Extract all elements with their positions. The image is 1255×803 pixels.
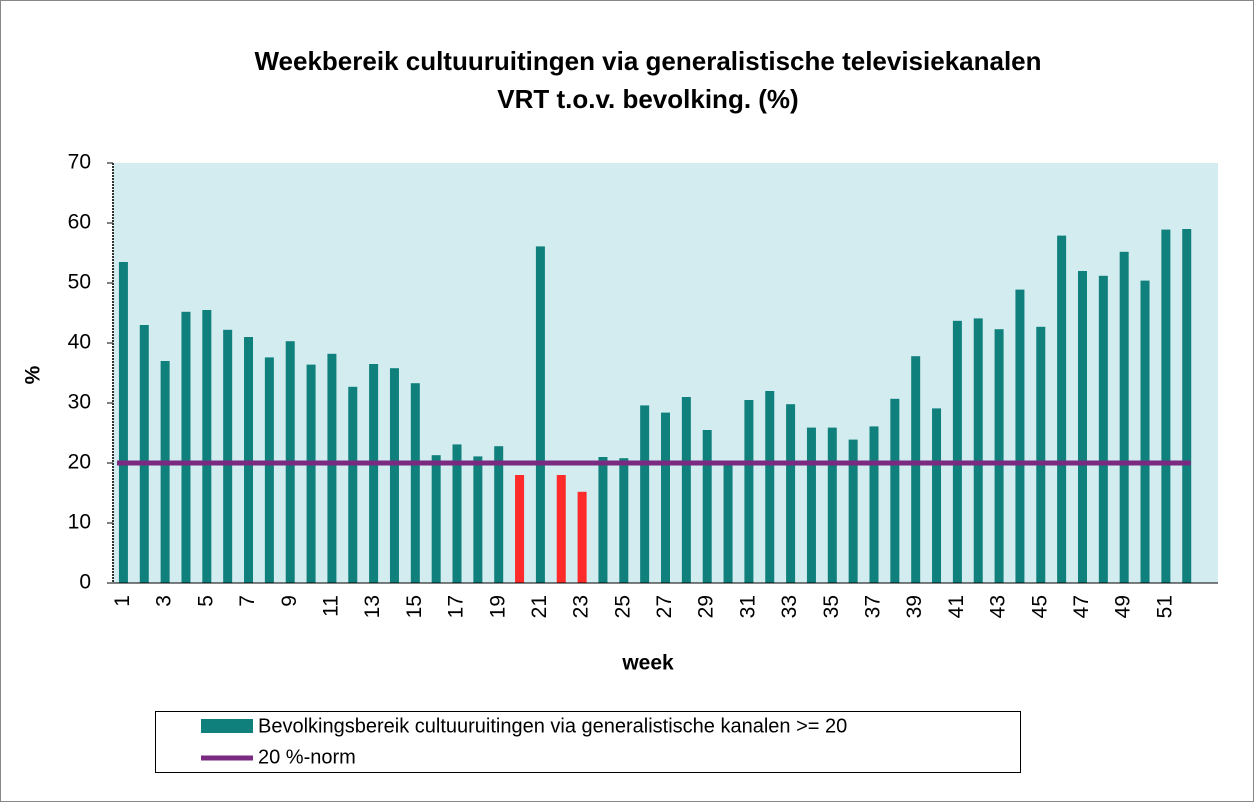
bar — [535, 246, 545, 583]
bar — [952, 320, 962, 583]
bar — [640, 405, 650, 583]
bar — [410, 383, 420, 583]
bar — [452, 444, 462, 583]
bar — [1077, 271, 1087, 583]
y-tick-label: 20 — [68, 451, 91, 474]
bar — [723, 463, 733, 583]
x-tick-label: 33 — [778, 595, 801, 618]
x-tick-label: 1 — [111, 595, 134, 607]
x-tick-label: 41 — [945, 595, 968, 618]
x-tick-label: 15 — [403, 595, 426, 618]
x-tick-label: 37 — [862, 595, 885, 618]
bar — [702, 430, 712, 583]
bar — [223, 329, 233, 583]
y-tick-label: 0 — [79, 571, 91, 594]
y-tick-label: 60 — [68, 211, 91, 234]
y-tick-label: 40 — [68, 331, 91, 354]
bar — [619, 458, 629, 583]
bar — [431, 455, 441, 583]
x-tick-label: 3 — [153, 595, 176, 607]
bar — [1057, 235, 1067, 583]
bar — [348, 386, 358, 583]
x-tick-label: 13 — [361, 595, 384, 618]
legend-swatch — [201, 719, 253, 733]
bar — [494, 446, 504, 583]
bar — [869, 426, 879, 583]
bar — [139, 325, 149, 583]
bar — [1140, 280, 1150, 583]
bar — [1119, 251, 1129, 584]
x-tick-label: 49 — [1112, 595, 1135, 618]
bar — [327, 353, 337, 583]
y-tick-label: 70 — [68, 151, 91, 174]
x-tick-label: 21 — [528, 595, 551, 618]
x-tick-label: 51 — [1153, 595, 1176, 618]
x-tick-label: 31 — [736, 595, 759, 618]
bar — [1098, 275, 1108, 583]
x-tick-label: 39 — [903, 595, 926, 618]
x-tick-label: 35 — [820, 595, 843, 618]
bar — [806, 427, 816, 583]
x-tick-label: 47 — [1070, 595, 1093, 618]
bar — [661, 412, 670, 583]
bar — [1036, 326, 1046, 583]
bar — [890, 398, 900, 583]
x-axis-label: week — [621, 652, 674, 675]
bar — [744, 400, 754, 583]
bar — [264, 357, 274, 583]
legend-box — [155, 711, 1021, 773]
bar — [118, 262, 128, 583]
bar — [1182, 229, 1192, 583]
x-tick-label: 5 — [194, 595, 217, 607]
y-tick-label: 10 — [68, 511, 91, 534]
bar — [848, 439, 858, 583]
bar — [786, 404, 796, 583]
legend-label: Bevolkingsbereik cultuuruitingen via gen… — [258, 715, 847, 737]
bar — [932, 408, 942, 583]
x-tick-label: 7 — [236, 595, 259, 607]
bar — [202, 310, 212, 583]
chart-subtitle: VRT t.o.v. bevolking. (%) — [497, 84, 798, 114]
bar — [765, 391, 775, 583]
bar — [515, 475, 525, 583]
y-axis-label: % — [22, 365, 45, 384]
bar — [306, 364, 316, 583]
bar — [577, 491, 587, 583]
bar — [160, 361, 170, 583]
x-tick-label: 23 — [570, 595, 593, 618]
bar — [827, 427, 837, 583]
bar — [244, 337, 254, 583]
bar — [556, 475, 566, 583]
x-tick-label: 19 — [486, 595, 509, 618]
bar — [911, 356, 921, 583]
bar — [681, 397, 691, 583]
bar — [1015, 289, 1025, 583]
x-tick-label: 45 — [1028, 595, 1051, 618]
bar — [973, 318, 983, 583]
x-tick-label: 27 — [653, 595, 676, 618]
y-tick-label: 30 — [68, 391, 91, 414]
x-tick-label: 9 — [278, 595, 301, 607]
bar — [598, 457, 608, 583]
bar — [994, 329, 1004, 583]
x-tick-label: 43 — [987, 595, 1010, 618]
x-tick-label: 17 — [445, 595, 468, 618]
chart-title: Weekbereik cultuuruitingen via generalis… — [254, 46, 1041, 76]
x-tick-label: 11 — [319, 595, 342, 617]
bar — [181, 311, 191, 583]
y-tick-label: 50 — [68, 271, 91, 294]
x-tick-label: 29 — [695, 595, 718, 618]
bar — [369, 364, 379, 583]
legend-label: 20 %-norm — [258, 746, 356, 768]
x-tick-label: 25 — [611, 595, 634, 618]
bar — [473, 456, 483, 583]
bar — [1161, 229, 1171, 583]
bar — [389, 368, 399, 583]
